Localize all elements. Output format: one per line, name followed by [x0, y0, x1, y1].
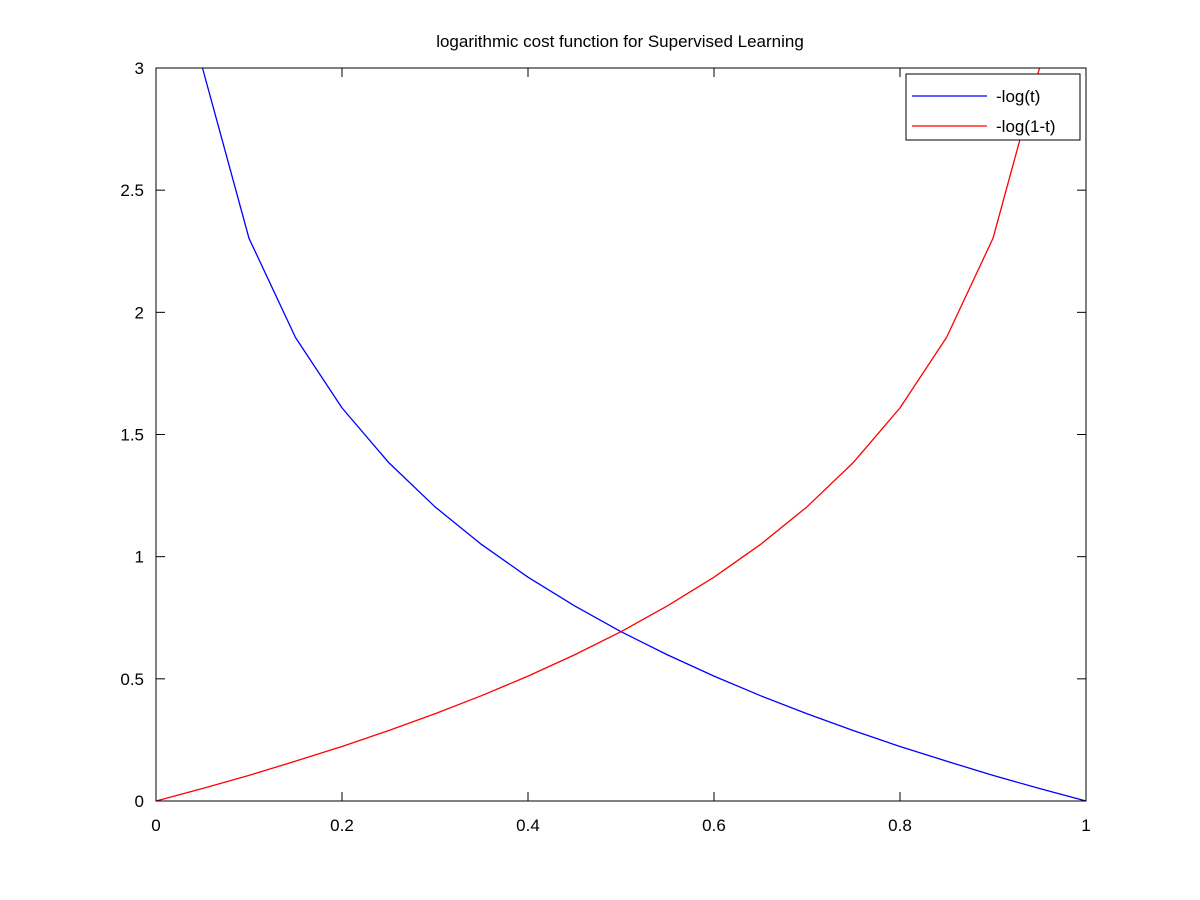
y-tick-label: 1.5 — [120, 426, 144, 445]
chart-title: logarithmic cost function for Supervised… — [436, 32, 804, 51]
y-tick-label: 2.5 — [120, 181, 144, 200]
x-tick-label: 0.4 — [516, 816, 540, 835]
y-tick-label: 2 — [135, 303, 144, 322]
x-tick-label: 0 — [151, 816, 160, 835]
ticks-layer: 0 0.2 0.4 0.6 0.8 1 0 0.5 1 1.5 2 2.5 3 — [120, 59, 1090, 835]
legend-label-0: -log(t) — [996, 87, 1040, 106]
y-tick-label: 3 — [135, 59, 144, 78]
x-tick-label: 0.6 — [702, 816, 726, 835]
x-tick-label: 0.2 — [330, 816, 354, 835]
plot-frame — [155, 67, 1087, 802]
legend-box — [905, 73, 1081, 141]
y-tick-label: 0.5 — [120, 670, 144, 689]
x-tick-label: 1 — [1081, 816, 1090, 835]
series-line-1 — [155, 67, 1041, 802]
series-layer — [155, 67, 1087, 802]
y-tick-label: 0 — [135, 792, 144, 811]
series-line-0 — [201, 67, 1087, 802]
y-tick-label: 1 — [135, 548, 144, 567]
legend-label-1: -log(1-t) — [996, 117, 1056, 136]
legend: -log(t) -log(1-t) — [905, 73, 1081, 141]
x-tick-label: 0.8 — [888, 816, 912, 835]
